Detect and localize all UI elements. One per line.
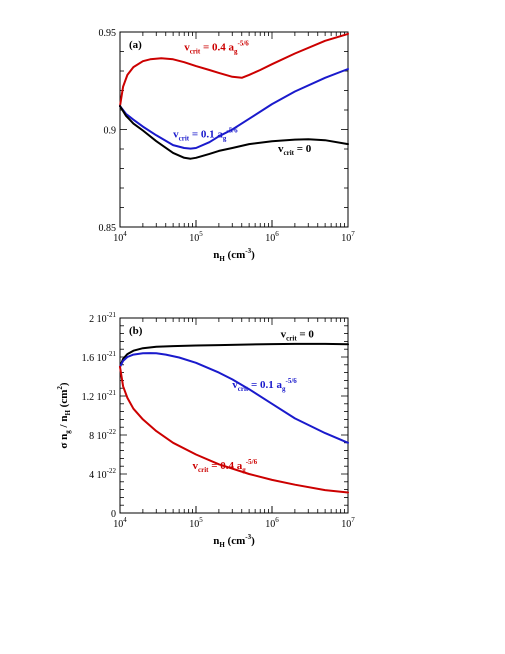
x-tick-label: 105	[189, 516, 203, 530]
panel-label: (a)	[129, 39, 142, 51]
y-tick-label: 0.9	[104, 126, 117, 137]
y-tick-label: 8 10-22	[89, 428, 116, 442]
y-tick-label: 0.85	[99, 223, 117, 234]
series-annotation-0: vcrit = 0	[281, 329, 315, 343]
plot-frame	[119, 317, 349, 514]
y-tick-label: 1.2 10-21	[82, 389, 117, 403]
y-tick-label: 4 10-22	[89, 467, 116, 481]
x-tick-label: 105	[189, 230, 203, 244]
x-tick-label: 106	[265, 230, 279, 244]
series-line-1	[119, 68, 349, 150]
series-annotation-2: vcrit = 0.4 ag-5/6	[193, 458, 258, 474]
series-line-2	[119, 105, 349, 160]
x-tick-label: 107	[341, 516, 355, 530]
series-line-2	[119, 365, 349, 494]
series-annotation-2: vcrit = 0	[278, 143, 312, 157]
chart-panel-0: 104 105 106 107 0.85 0.9 0.95 vcrit = 0.4 ag-5/…	[99, 28, 356, 263]
x-tick-label: 104	[113, 230, 127, 244]
series-annotation-0: vcrit = 0.4 ag-5/6	[184, 40, 249, 56]
y-tick-label: 2 10-21	[89, 311, 116, 325]
x-tick-label: 104	[113, 516, 127, 530]
x-axis-label: nH (cm-3)	[213, 533, 255, 549]
series-line-0	[119, 342, 349, 368]
y-axis-label: σ ng / nH (cm2)	[56, 382, 72, 448]
series-annotation-1: vcrit = 0.1 ag-5/6	[232, 377, 297, 393]
y-tick-label: 1.6 10-21	[82, 350, 117, 364]
x-tick-label: 106	[265, 516, 279, 530]
x-axis-label: nH (cm-3)	[213, 247, 255, 263]
x-tick-label: 107	[341, 230, 355, 244]
y-tick-label: 0	[111, 509, 116, 520]
series-line-1	[119, 352, 349, 444]
panel-label: (b)	[129, 325, 143, 337]
series-annotation-1: vcrit = 0.1 ag-5/6	[173, 126, 238, 142]
chart-panel-1: 104 105 106 107 0 4 10-22 8 10-22 1.2 10-21 1.6 …	[56, 311, 355, 549]
y-tick-label: 0.95	[99, 28, 117, 39]
series-line-0	[119, 32, 349, 108]
